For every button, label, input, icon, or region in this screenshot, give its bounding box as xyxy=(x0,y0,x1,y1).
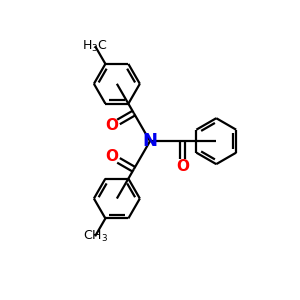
Text: CH$_3$: CH$_3$ xyxy=(82,229,108,244)
Text: O: O xyxy=(106,118,118,133)
Text: O: O xyxy=(176,159,189,174)
Text: N: N xyxy=(142,132,158,150)
Text: H$_3$C: H$_3$C xyxy=(82,38,108,54)
Text: O: O xyxy=(106,149,118,164)
